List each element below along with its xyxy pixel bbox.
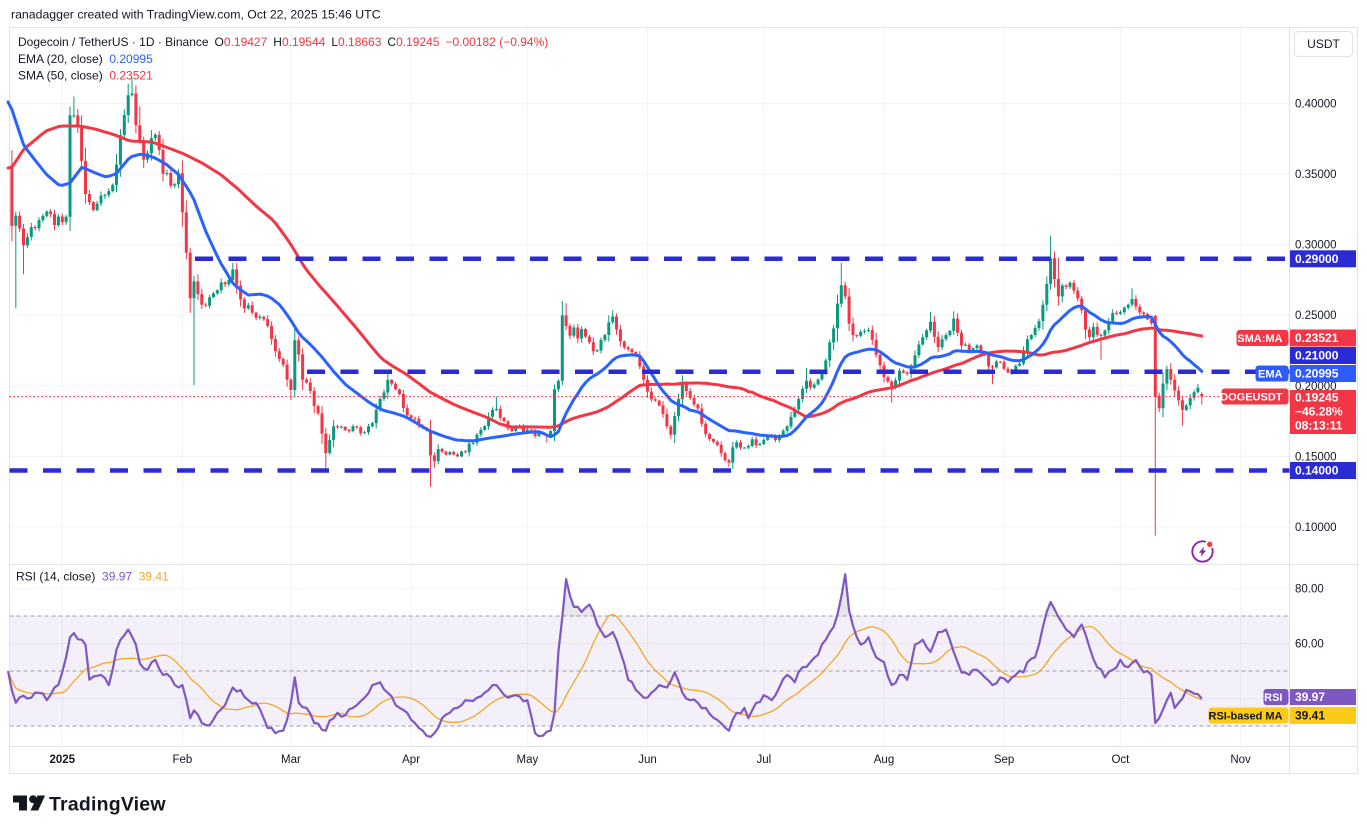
svg-text:RSI-based MA: RSI-based MA: [1209, 710, 1283, 722]
svg-text:SMA:MA: SMA:MA: [1237, 333, 1282, 345]
svg-text:0.20995: 0.20995: [1295, 367, 1339, 381]
svg-text:0.29000: 0.29000: [1295, 252, 1339, 266]
svg-text:Aug: Aug: [874, 754, 894, 766]
svg-text:Feb: Feb: [172, 754, 192, 766]
svg-text:DOGEUSDT: DOGEUSDT: [1220, 391, 1283, 403]
svg-text:0.35000: 0.35000: [1295, 169, 1337, 181]
svg-text:80.00: 80.00: [1295, 584, 1324, 596]
svg-text:May: May: [517, 754, 539, 766]
svg-text:0.30000: 0.30000: [1295, 240, 1337, 252]
svg-text:0.19245: 0.19245: [1295, 391, 1339, 405]
svg-text:0.21000: 0.21000: [1295, 349, 1339, 363]
svg-text:Sep: Sep: [994, 754, 1014, 766]
svg-text:0.40000: 0.40000: [1295, 99, 1337, 111]
svg-text:RSI: RSI: [1264, 692, 1282, 704]
svg-text:39.41: 39.41: [1295, 709, 1325, 723]
svg-text:Oct: Oct: [1111, 754, 1130, 766]
svg-text:2025: 2025: [50, 754, 76, 766]
svg-text:Apr: Apr: [402, 754, 420, 766]
svg-text:0.20000: 0.20000: [1295, 381, 1337, 393]
svg-text:0.25000: 0.25000: [1295, 310, 1337, 322]
svg-text:RSI (14, close) 39.97 39.41: RSI (14, close) 39.97 39.41: [16, 570, 169, 584]
svg-text:Jun: Jun: [638, 754, 657, 766]
svg-text:0.23521: 0.23521: [1295, 331, 1339, 345]
svg-text:39.97: 39.97: [1295, 690, 1325, 704]
svg-text:TradingView: TradingView: [49, 794, 166, 816]
svg-text:Dogecoin / TetherUS · 1D · Bin: Dogecoin / TetherUS · 1D · Binance O0.19…: [18, 35, 548, 49]
svg-text:USDT: USDT: [1307, 37, 1340, 51]
svg-text:0.15000: 0.15000: [1295, 451, 1337, 463]
svg-text:EMA: EMA: [1258, 368, 1283, 380]
svg-text:ranadagger created with Tradin: ranadagger created with TradingView.com,…: [11, 8, 381, 22]
svg-text:SMA (50, close) 0.23521: SMA (50, close) 0.23521: [18, 69, 153, 83]
svg-text:0.10000: 0.10000: [1295, 522, 1337, 534]
svg-text:60.00: 60.00: [1295, 639, 1324, 651]
svg-text:−46.28%: −46.28%: [1295, 405, 1343, 419]
svg-text:0.14000: 0.14000: [1295, 464, 1339, 478]
svg-text:Mar: Mar: [281, 754, 301, 766]
svg-text:08:13:11: 08:13:11: [1295, 419, 1343, 433]
svg-text:EMA (20, close) 0.20995: EMA (20, close) 0.20995: [18, 52, 153, 66]
svg-text:Jul: Jul: [756, 754, 771, 766]
svg-text:Nov: Nov: [1230, 754, 1251, 766]
